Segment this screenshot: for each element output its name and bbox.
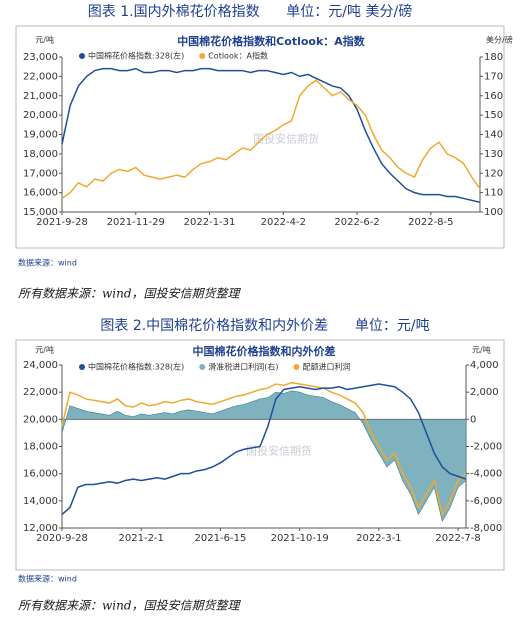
y-tick-label: 15,000	[23, 207, 58, 218]
y2-tick-label: 160	[484, 91, 503, 102]
x-tick-label: 2021-2-1	[119, 533, 164, 544]
note: 所有数据来源：wind，国投安信期货整理	[18, 287, 242, 301]
legend-marker	[79, 53, 85, 59]
x-tick-label: 2020-9-28	[36, 533, 88, 544]
caption: 图表 2.中国棉花价格指数和内外价差 单位：元/吨	[100, 317, 429, 334]
y2-tick-label: -6,000	[470, 496, 502, 507]
chart-frame	[15, 25, 505, 249]
legend-label: 中国棉花价格指数:328(左)	[88, 362, 184, 372]
y-tick-label: 24,000	[23, 360, 58, 371]
chart-title: 中国棉花价格指数和内外价差	[193, 344, 336, 358]
legend-label: 滑准税进口利润(右)	[208, 362, 278, 372]
x-tick-label: 2021-11-29	[107, 217, 165, 228]
y-tick-label: 12,000	[23, 523, 58, 534]
x-tick-label: 2021-9-28	[36, 217, 88, 228]
y2-tick-label: 2,000	[470, 387, 499, 398]
y-tick-label: 16,000	[23, 469, 58, 480]
line	[61, 383, 467, 515]
y-tick-label: 19,000	[23, 130, 58, 141]
y2-tick-label: 150	[484, 110, 503, 121]
x-tick-label: 2022-4-2	[261, 217, 306, 228]
x-tick-label: 2022-1-31	[184, 217, 236, 228]
y-unit: 元/吨	[35, 345, 54, 355]
legend-label: 中国棉花价格指数:328(左)	[88, 51, 184, 61]
y2-tick-label: 170	[484, 71, 503, 82]
y-tick-label: 17,000	[23, 168, 58, 179]
x-tick-label: 2022-3-1	[356, 533, 401, 544]
caption: 图表 1.国内外棉花价格指数 单位：元/吨 美分/磅	[88, 3, 412, 20]
x-tick-label: 2021-10-19	[271, 533, 329, 544]
line	[61, 79, 481, 200]
note: 所有数据来源：wind，国投安信期货整理	[18, 599, 242, 613]
chart-title: 中国棉花价格指数和Cotlook：A指数	[177, 34, 366, 48]
watermark: 国投安信期货	[246, 444, 312, 458]
x-tick-label: 2022-7-8	[435, 533, 480, 544]
y-unit: 元/吨	[35, 35, 54, 45]
y2-tick-label: 0	[470, 414, 476, 425]
y-tick-label: 18,000	[23, 442, 58, 453]
y2-tick-label: -8,000	[470, 523, 502, 534]
y-tick-label: 21,000	[23, 91, 58, 102]
legend-marker	[199, 364, 206, 370]
y2-tick-label: 100	[484, 207, 503, 218]
y2-tick-label: 130	[484, 149, 503, 160]
y2-tick-label: 120	[484, 168, 503, 179]
y-tick-label: 22,000	[23, 71, 58, 82]
y-tick-label: 20,000	[23, 110, 58, 121]
y2-tick-label: -4,000	[470, 469, 502, 480]
y-tick-label: 22,000	[23, 387, 58, 398]
area	[61, 390, 467, 523]
y-tick-label: 18,000	[23, 149, 58, 160]
legend-marker	[79, 364, 85, 370]
y-tick-label: 23,000	[23, 52, 58, 63]
legend-marker	[293, 364, 300, 370]
y2-tick-label: 4,000	[470, 360, 499, 371]
line	[61, 381, 467, 517]
y-tick-label: 14,000	[23, 496, 58, 507]
legend-marker	[199, 53, 206, 59]
y2-tick-label: 140	[484, 130, 503, 141]
x-tick-label: 2022-6-2	[334, 217, 379, 228]
y2-unit: 美分/磅	[486, 35, 513, 45]
x-tick-label: 2021-6-15	[195, 533, 247, 544]
y2-tick-label: 110	[484, 188, 503, 199]
x-tick-label: 2022-8-5	[408, 217, 453, 228]
watermark: 国投安信期货	[253, 132, 319, 146]
y-tick-label: 16,000	[23, 188, 58, 199]
y2-unit: 元/吨	[472, 345, 491, 355]
y2-tick-label: -2,000	[470, 442, 502, 453]
source: 数据来源：wind	[18, 258, 77, 268]
source: 数据来源：wind	[18, 574, 77, 584]
legend-label: Cotlook：A指数	[208, 51, 268, 61]
line	[61, 67, 481, 204]
legend-label: 配额进口利润	[302, 362, 350, 372]
y-tick-label: 20,000	[23, 414, 58, 425]
y2-tick-label: 180	[484, 52, 503, 63]
